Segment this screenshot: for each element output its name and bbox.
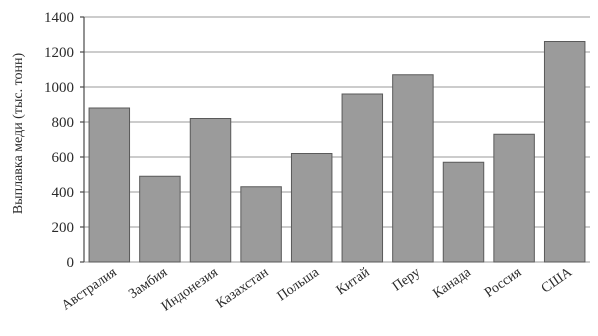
- x-tick-label: Индонезия: [159, 265, 221, 315]
- y-tick-label: 1000: [44, 80, 74, 96]
- y-tick-label: 600: [52, 150, 75, 166]
- bar: [493, 133, 535, 263]
- bar: [290, 153, 333, 263]
- bar: [543, 41, 586, 263]
- x-tick-label: Польша: [275, 265, 323, 305]
- x-tick-label: Китай: [334, 265, 373, 299]
- x-tick-label: США: [539, 264, 576, 296]
- x-tick-label: Перу: [390, 265, 423, 295]
- y-tick-label: 800: [52, 115, 75, 131]
- bar: [240, 186, 282, 263]
- bar: [392, 74, 434, 263]
- y-tick-label: 1200: [44, 45, 74, 61]
- y-tick-labels: 0 200 400 600 800 1000 1200 1400: [44, 10, 74, 271]
- bars: [88, 41, 586, 263]
- y-tick-label: 0: [67, 255, 75, 271]
- bar: [88, 107, 131, 263]
- bar: [442, 161, 485, 263]
- y-tick-label: 200: [52, 220, 75, 236]
- y-tick-label: 400: [52, 185, 75, 201]
- x-tick-label: Австралия: [59, 265, 120, 314]
- y-axis-title: Выплавка меди (тыс. тонн): [11, 52, 26, 214]
- x-tick-label: Казахстан: [214, 265, 272, 312]
- bar: [341, 93, 384, 263]
- y-tick-label: 1400: [44, 10, 74, 26]
- bar: [139, 175, 181, 263]
- x-tick-label: Замбия: [126, 265, 170, 302]
- axes: [80, 16, 85, 263]
- x-tick-label: Канада: [430, 265, 474, 302]
- x-tick-label: Россия: [482, 265, 525, 301]
- bar: [189, 118, 232, 263]
